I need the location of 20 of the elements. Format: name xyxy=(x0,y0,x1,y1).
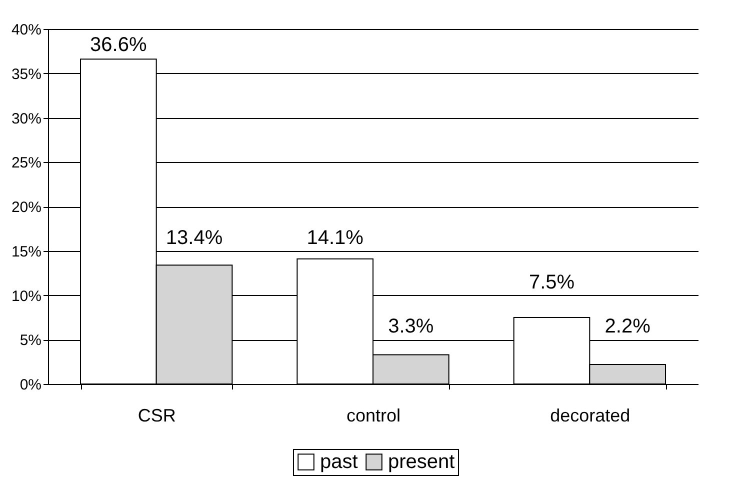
y-tick-label: 30% xyxy=(11,110,42,128)
data-label: 13.4% xyxy=(166,226,223,249)
x-tick-label: CSR xyxy=(138,406,176,426)
data-label: 36.6% xyxy=(90,34,147,56)
data-label: 14.1% xyxy=(306,226,364,249)
x-tick-label: control xyxy=(346,406,401,426)
data-label: 3.3% xyxy=(388,316,434,338)
data-label: 7.5% xyxy=(528,271,575,294)
legend-label: past xyxy=(320,451,358,473)
y-tick-label: 25% xyxy=(11,154,42,172)
y-tick-label: 20% xyxy=(11,199,42,216)
legend-label: present xyxy=(388,451,456,473)
y-tick-label: 40% xyxy=(11,22,42,38)
y-tick-label: 15% xyxy=(11,243,42,260)
x-tick-label: decorated xyxy=(550,406,630,426)
y-tick-label: 35% xyxy=(11,66,42,83)
y-tick-label: 0% xyxy=(20,376,42,394)
y-tick-label: 5% xyxy=(20,332,42,350)
y-tick-label: 10% xyxy=(11,288,42,305)
data-label: 2.2% xyxy=(604,316,651,338)
